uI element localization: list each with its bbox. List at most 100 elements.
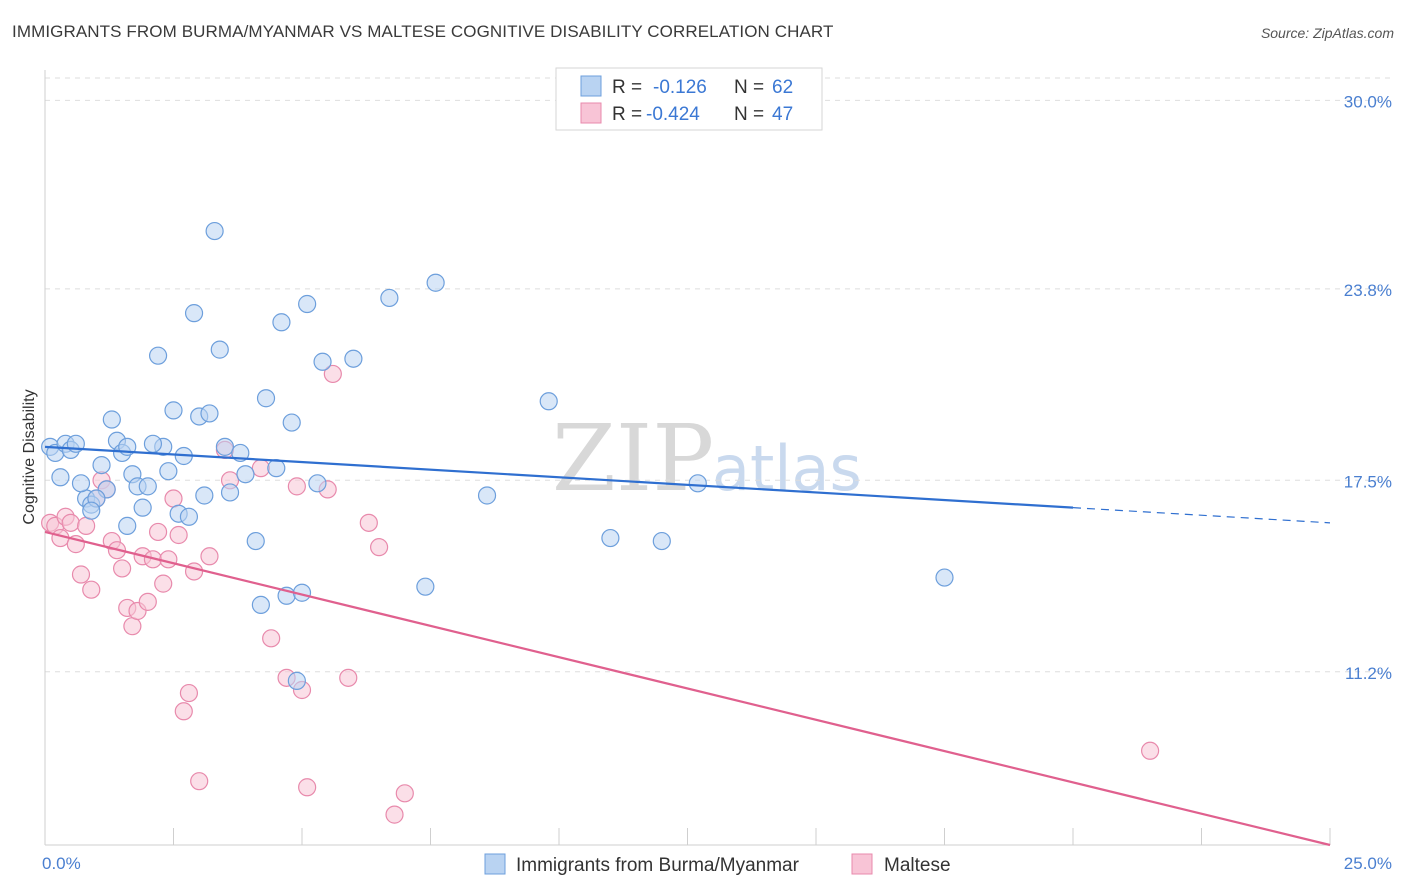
- burma-point-50: [477, 486, 497, 505]
- maltese-point-45: [1140, 741, 1160, 760]
- burma-point-27: [195, 486, 214, 505]
- y-tick-label-1: 17.5%: [1344, 472, 1392, 491]
- burma-point-58: [71, 474, 91, 493]
- legend-pink-n-label: N =: [734, 104, 764, 125]
- maltese-point-27: [179, 683, 199, 703]
- x-tick-labels: 0.0% 25.0%: [42, 854, 1392, 873]
- burma-point-37: [267, 459, 286, 478]
- maltese-point-44: [395, 784, 414, 803]
- burma-point-52: [601, 528, 620, 548]
- maltese-point-8: [82, 580, 101, 599]
- chart-title: IMMIGRANTS FROM BURMA/MYANMAR VS MALTESE…: [12, 22, 834, 41]
- x-tick-label-max: 25.0%: [1344, 854, 1392, 873]
- burma-point-29: [210, 340, 229, 359]
- burma-point-30: [215, 437, 234, 456]
- blue-trend-extension: [1072, 507, 1331, 524]
- burma-point-2: [51, 468, 70, 487]
- burma-points: [41, 221, 954, 690]
- legend-swatch-pink: [580, 102, 602, 124]
- maltese-point-4: [61, 513, 80, 532]
- maltese-point-40: [323, 364, 342, 384]
- legend-blue-n-value: 62: [772, 77, 793, 98]
- pink-trend-line: [44, 530, 1331, 847]
- burma-point-60: [82, 501, 101, 520]
- top-legend: R = -0.126 N = 62 R = -0.424 N = 47: [555, 67, 823, 131]
- legend-swatch-blue: [580, 75, 602, 97]
- burma-point-54: [688, 474, 707, 493]
- burma-point-56: [205, 221, 224, 241]
- burma-point-46: [344, 349, 363, 368]
- burma-point-59: [143, 434, 163, 453]
- maltese-point-16: [123, 617, 142, 636]
- maltese-point-46: [385, 805, 404, 824]
- maltese-point-6: [71, 565, 91, 584]
- burma-point-43: [298, 294, 317, 314]
- burma-point-18: [148, 346, 168, 365]
- burma-point-45: [313, 352, 332, 371]
- legend-pink-r-label: R =: [612, 104, 642, 125]
- burma-point-48: [416, 577, 435, 596]
- maltese-point-30: [200, 547, 219, 566]
- maltese-point-22: [154, 574, 173, 593]
- burma-point-49: [426, 273, 445, 292]
- burma-point-17: [138, 477, 157, 496]
- chart-source: Source: ZipAtlas.com: [1260, 25, 1394, 41]
- x-tick-label-min: 0.0%: [42, 854, 81, 873]
- bottom-legend-label-pink: Maltese: [884, 855, 951, 876]
- y-tick-label-2: 23.8%: [1344, 281, 1392, 300]
- maltese-point-36: [287, 477, 306, 496]
- axes: [44, 70, 1331, 846]
- maltese-point-34: [262, 629, 281, 648]
- burma-point-34: [246, 531, 265, 551]
- bottom-legend: Immigrants from Burma/Myanmar Maltese: [484, 853, 951, 876]
- maltese-point-28: [184, 562, 204, 581]
- burma-point-40: [282, 413, 301, 432]
- burma-point-16: [133, 498, 152, 517]
- maltese-point-24: [164, 489, 183, 508]
- legend-pink-r-value: -0.424: [646, 104, 700, 125]
- bottom-legend-label-blue: Immigrants from Burma/Myanmar: [516, 855, 800, 876]
- burma-point-33: [236, 465, 255, 484]
- maltese-point-19: [138, 592, 157, 611]
- legend-pink-n-value: 47: [772, 104, 793, 125]
- maltese-point-25: [169, 525, 188, 545]
- y-tick-label-0: 11.2%: [1345, 664, 1392, 683]
- bottom-legend-swatch-pink: [851, 853, 873, 875]
- bottom-legend-swatch-blue: [484, 853, 506, 875]
- maltese-point-38: [298, 778, 317, 797]
- watermark-zip: ZIP: [552, 405, 714, 512]
- legend-blue-n-label: N =: [734, 77, 764, 98]
- burma-point-51: [539, 392, 558, 411]
- maltese-point-33: [251, 459, 270, 478]
- maltese-point-23: [159, 550, 178, 569]
- burma-point-31: [220, 483, 240, 502]
- burma-point-20: [159, 462, 178, 481]
- burma-point-10: [102, 410, 121, 429]
- burma-point-55: [935, 568, 954, 587]
- legend-blue-r-label: R =: [612, 77, 642, 98]
- grid-lines: [45, 77, 1392, 673]
- burma-point-35: [251, 595, 270, 615]
- maltese-point-14: [112, 559, 132, 578]
- maltese-point-7: [77, 516, 96, 535]
- y-tick-label-3: 30.0%: [1344, 92, 1392, 111]
- maltese-point-43: [370, 538, 389, 557]
- burma-point-53: [652, 531, 671, 551]
- burma-point-28: [200, 404, 219, 423]
- maltese-point-26: [174, 702, 193, 721]
- burma-point-47: [380, 288, 399, 308]
- trend-lines: [44, 445, 1331, 847]
- burma-point-38: [272, 313, 291, 332]
- burma-point-24: [179, 507, 199, 526]
- maltese-point-21: [148, 522, 168, 542]
- y-axis-label: Cognitive Disability: [21, 389, 38, 524]
- burma-point-44: [308, 474, 327, 493]
- y-tick-labels: 11.2% 17.5% 23.8% 30.0%: [1344, 92, 1392, 682]
- burma-point-36: [256, 389, 276, 408]
- burma-point-41: [287, 671, 306, 690]
- blue-trend-line: [44, 445, 1074, 509]
- burma-point-25: [184, 304, 204, 323]
- maltese-point-41: [339, 668, 358, 687]
- maltese-point-29: [190, 772, 209, 791]
